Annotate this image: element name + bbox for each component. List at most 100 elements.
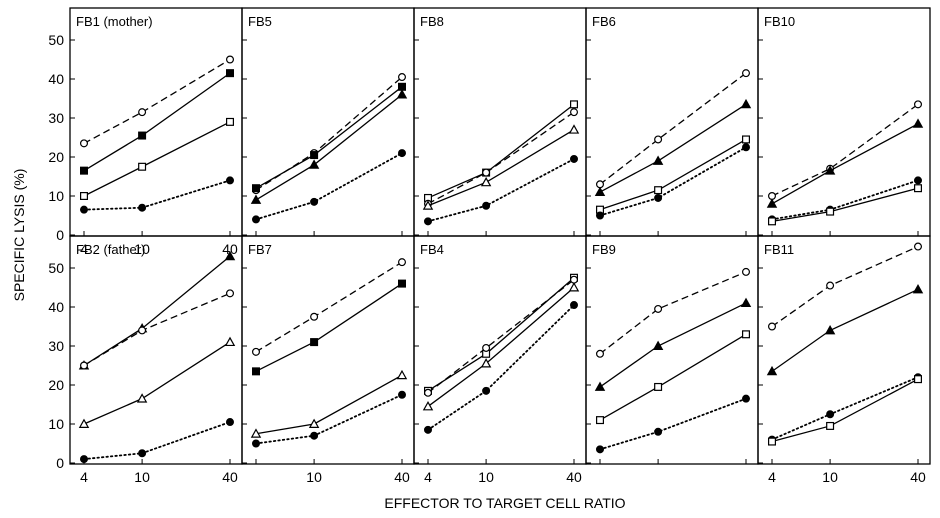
data-point — [654, 382, 663, 391]
series-line — [771, 123, 919, 205]
panel-8: FB4 4 10 40 — [413, 235, 587, 485]
panel-1: FB1 (mother) 0 10 20 30 40 50 4 10 40 — [48, 7, 243, 257]
panel-6: FB2 (father) 0 10 20 30 40 50 4 10 40 — [48, 235, 243, 485]
data-point — [912, 118, 924, 128]
data-point — [310, 312, 319, 321]
data-point — [595, 349, 604, 358]
series-line — [83, 421, 231, 461]
data-point — [226, 69, 235, 78]
series-line — [771, 288, 919, 372]
series-line — [771, 376, 919, 441]
data-point — [226, 289, 235, 298]
data-point — [595, 416, 604, 425]
series-line — [599, 302, 747, 388]
data-point — [826, 421, 835, 430]
series-line — [599, 271, 747, 355]
data-point — [138, 449, 147, 458]
data-point — [569, 154, 578, 163]
series-line — [255, 94, 403, 201]
series-line — [427, 277, 575, 392]
data-point — [482, 343, 491, 352]
data-point — [480, 358, 492, 368]
panel-frame — [585, 7, 759, 237]
data-point — [654, 304, 663, 313]
data-point — [741, 135, 750, 144]
series-line — [427, 111, 575, 205]
series-line — [255, 76, 403, 191]
series-line — [83, 72, 231, 172]
data-point — [422, 401, 434, 411]
data-point — [138, 108, 147, 117]
data-point — [310, 338, 319, 347]
panel-title: FB8 — [420, 14, 444, 29]
series-line — [83, 341, 231, 425]
data-point — [767, 217, 776, 226]
data-point — [424, 388, 433, 397]
panel-title: FB11 — [764, 242, 794, 257]
series-line — [255, 283, 403, 372]
data-point — [79, 192, 88, 201]
data-point — [741, 143, 750, 152]
data-point — [766, 198, 778, 208]
data-point — [652, 340, 664, 350]
data-point — [422, 200, 434, 210]
y-tick-label: 30 — [48, 110, 64, 126]
series-line — [255, 261, 403, 353]
x-tick-label: 4 — [80, 241, 88, 257]
x-tick-label: 10 — [306, 469, 322, 485]
data-point — [826, 410, 835, 419]
y-tick-label: 40 — [48, 71, 64, 87]
data-point — [138, 162, 147, 171]
panel-5: FB10 — [757, 7, 931, 237]
data-point — [480, 176, 492, 187]
data-point — [308, 159, 320, 169]
data-point — [252, 184, 261, 193]
data-point — [741, 330, 750, 339]
panel-7: FB7 10 40 — [241, 235, 415, 485]
series-line — [599, 72, 747, 185]
series-line — [83, 255, 231, 367]
panel-title: FB10 — [764, 14, 795, 29]
data-point — [398, 390, 407, 399]
y-tick-label: 50 — [48, 32, 64, 48]
series-line — [255, 393, 403, 445]
series-line — [599, 103, 747, 193]
panel-frame — [413, 235, 587, 465]
panel-title: FB2 (father) — [76, 242, 145, 257]
y-tick-label: 10 — [48, 416, 64, 432]
data-point — [913, 242, 922, 251]
panel-2: FB5 — [241, 7, 415, 237]
panel-10: FB11 4 10 40 — [757, 235, 931, 485]
y-tick-label: 10 — [48, 188, 64, 204]
data-point — [252, 215, 261, 224]
data-point — [398, 149, 407, 158]
data-point — [741, 394, 750, 403]
data-point — [569, 100, 578, 109]
data-point — [595, 211, 604, 220]
data-point — [826, 207, 835, 216]
data-point — [79, 205, 88, 214]
x-tick-label: 10 — [822, 469, 838, 485]
x-tick-label: 4 — [768, 469, 776, 485]
series-line — [771, 378, 919, 443]
panel-frame — [241, 7, 415, 237]
x-tick-label: 40 — [222, 241, 238, 257]
data-point — [310, 431, 319, 440]
data-point — [252, 367, 261, 376]
data-point — [250, 428, 262, 438]
series-line — [427, 129, 575, 207]
y-tick-label: 50 — [48, 260, 64, 276]
panel-title: FB5 — [248, 14, 272, 29]
data-point — [252, 439, 261, 448]
data-point — [824, 324, 836, 335]
data-point — [79, 361, 88, 370]
data-point — [396, 89, 408, 99]
x-tick-label: 4 — [424, 469, 432, 485]
panel-frame — [69, 235, 243, 465]
series-line — [83, 58, 231, 144]
data-point — [741, 69, 750, 78]
data-point — [396, 369, 408, 380]
data-point — [79, 166, 88, 175]
data-point — [654, 427, 663, 436]
data-point — [568, 282, 580, 292]
